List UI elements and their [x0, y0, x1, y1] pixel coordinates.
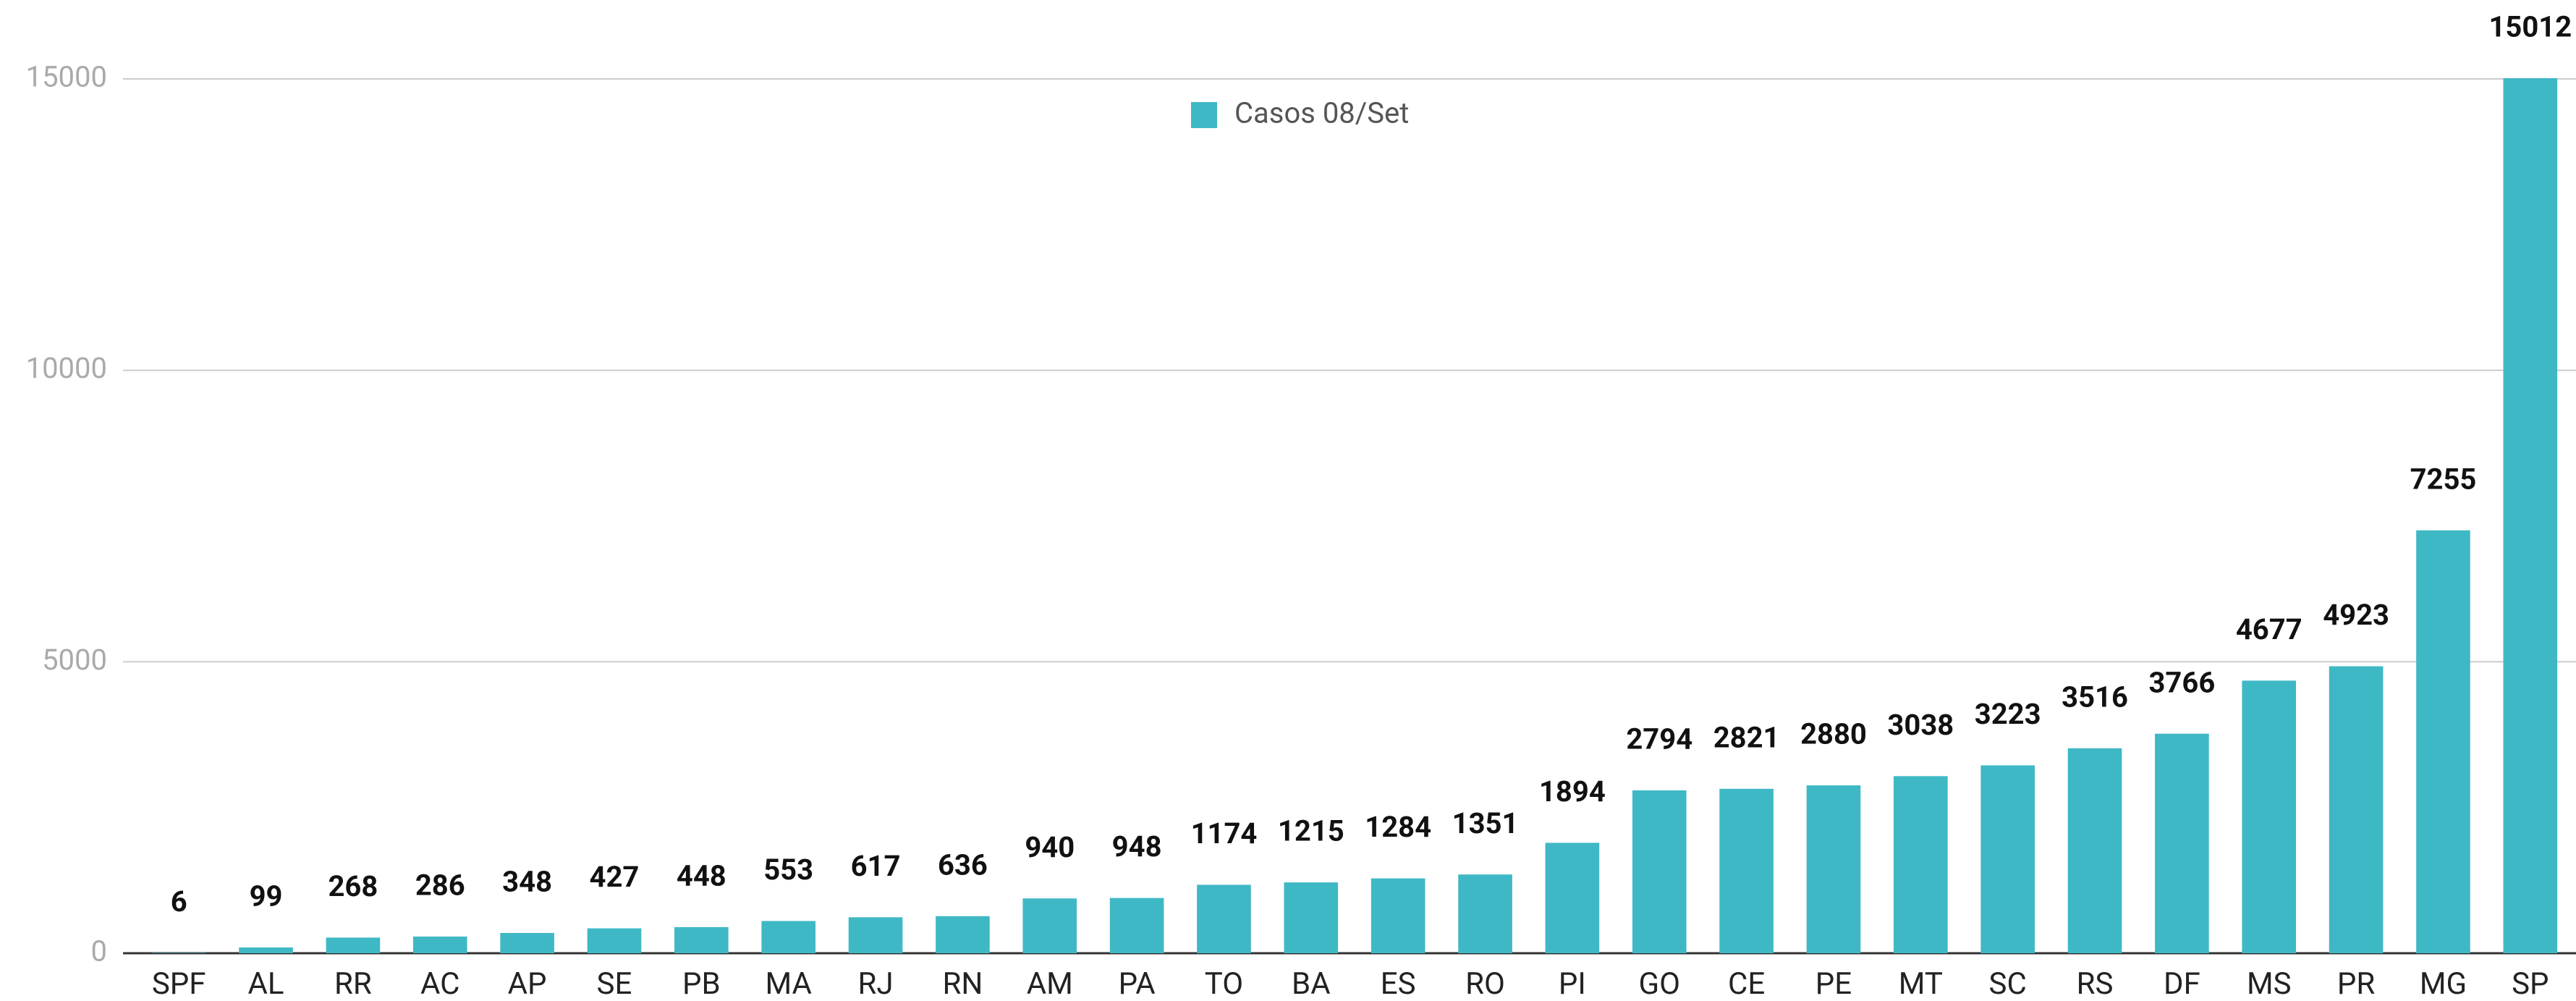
bar [1806, 785, 1861, 953]
value-label: 4923 [2323, 598, 2389, 632]
bar [1980, 765, 2035, 953]
x-tick-label: PA [1119, 966, 1156, 1001]
x-tick-label: SPF [152, 966, 206, 1001]
value-label: 2880 [1800, 717, 1867, 751]
x-tick-label: MA [765, 966, 811, 1001]
value-label: 617 [851, 849, 901, 883]
bar [2242, 680, 2297, 953]
x-tick-label: PR [2337, 966, 2375, 1001]
bar [2416, 530, 2470, 953]
value-label: 15012 [2488, 10, 2572, 44]
x-tick-label: CE [1728, 966, 1765, 1001]
bar [848, 917, 903, 953]
value-label: 1174 [1191, 816, 1258, 850]
value-label: 3038 [1887, 708, 1954, 742]
x-tick-label: AL [248, 966, 284, 1001]
x-tick-label: RR [334, 966, 372, 1001]
value-label: 3516 [2062, 680, 2128, 714]
bar [2329, 666, 2384, 953]
bar [1632, 790, 1687, 953]
x-tick-label: MG [2420, 966, 2467, 1001]
bar [1894, 776, 1948, 953]
bar [761, 921, 815, 953]
value-label: 99 [250, 879, 283, 913]
bar [587, 928, 642, 953]
bar [1022, 898, 1077, 953]
bar [1197, 884, 1251, 953]
value-label: 1215 [1278, 814, 1344, 848]
value-label: 2794 [1626, 722, 1692, 756]
value-label: 3223 [1975, 697, 2041, 731]
legend-label: Casos 08/Set [1234, 96, 1409, 130]
x-tick-label: AM [1027, 966, 1073, 1001]
value-label: 636 [938, 848, 988, 882]
bar [239, 947, 293, 953]
y-tick-label: 0 [91, 934, 107, 968]
value-label: 1894 [1539, 774, 1606, 808]
x-tick-label: PI [1559, 966, 1586, 1001]
x-tick-label: MS [2247, 966, 2292, 1001]
y-tick-label: 5000 [42, 643, 107, 677]
bar [674, 926, 729, 953]
value-label: 940 [1025, 830, 1075, 864]
value-label: 268 [328, 869, 378, 903]
x-tick-label: DF [2164, 966, 2200, 1001]
value-label: 448 [677, 858, 726, 892]
x-tick-label: BA [1292, 966, 1331, 1001]
bar [2503, 78, 2558, 954]
bar [1284, 882, 1339, 953]
x-tick-label: PB [682, 966, 721, 1001]
x-tick-label: PE [1816, 966, 1852, 1001]
x-tick-label: RJ [858, 966, 894, 1001]
x-tick-label: TO [1205, 966, 1243, 1001]
x-tick-label: SE [597, 966, 632, 1001]
value-label: 553 [763, 853, 813, 887]
value-label: 6 [171, 884, 187, 918]
x-tick-label: GO [1638, 966, 1680, 1001]
value-label: 348 [502, 865, 552, 899]
bar [936, 916, 990, 953]
value-label: 286 [415, 869, 465, 903]
bar [326, 937, 381, 953]
bar [1719, 788, 1774, 953]
bar [1370, 878, 1425, 953]
bar [500, 932, 554, 953]
bar [1545, 842, 1600, 953]
x-tick-label: SP [2512, 966, 2549, 1001]
value-label: 1284 [1365, 810, 1431, 844]
bar [2067, 748, 2122, 953]
value-label: 3766 [2148, 665, 2215, 699]
value-label: 427 [590, 860, 640, 894]
x-tick-label: SC [1989, 966, 2027, 1001]
value-label: 2821 [1713, 720, 1780, 754]
bar [1109, 897, 1164, 953]
y-tick-label: 10000 [26, 351, 107, 385]
value-label: 1351 [1452, 806, 1519, 840]
x-tick-label: MT [1899, 966, 1943, 1001]
bar [412, 936, 467, 953]
legend-swatch [1191, 102, 1217, 128]
value-label: 4677 [2236, 612, 2302, 646]
y-tick-label: 15000 [26, 60, 107, 94]
x-tick-label: RO [1465, 966, 1505, 1001]
x-tick-label: AC [420, 966, 460, 1001]
x-tick-label: AP [508, 966, 547, 1001]
bar [1458, 874, 1512, 953]
x-tick-label: RN [942, 966, 983, 1001]
value-label: 7255 [2410, 462, 2477, 496]
value-label: 948 [1112, 829, 1162, 863]
x-tick-label: RS [2077, 966, 2114, 1001]
x-tick-label: ES [1381, 966, 1416, 1001]
bar [2155, 733, 2209, 953]
